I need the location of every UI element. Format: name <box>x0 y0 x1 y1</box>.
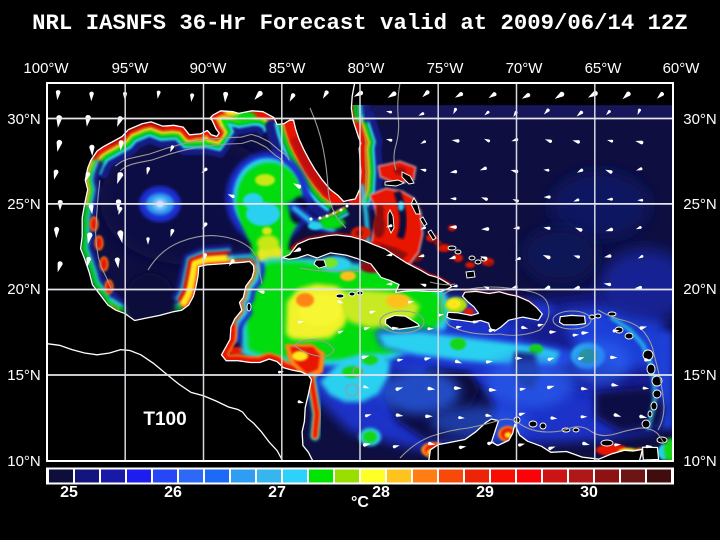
svg-text:29: 29 <box>476 484 494 501</box>
svg-text:75°W: 75°W <box>427 60 465 77</box>
svg-text:20°N: 20°N <box>683 281 717 298</box>
svg-text:100°W: 100°W <box>23 60 69 77</box>
svg-text:25°N: 25°N <box>7 196 41 213</box>
svg-text:85°W: 85°W <box>269 60 307 77</box>
svg-text:30°N: 30°N <box>683 111 717 128</box>
svg-text:27: 27 <box>268 484 286 501</box>
svg-text:10°N: 10°N <box>683 453 717 470</box>
svg-text:28: 28 <box>372 484 390 501</box>
svg-text:25: 25 <box>60 484 78 501</box>
svg-text:70°W: 70°W <box>506 60 544 77</box>
svg-text:30°N: 30°N <box>7 111 41 128</box>
svg-text:NRL IASNFS 36-Hr Forecast val: NRL IASNFS 36-Hr Forecast valid at 2009/… <box>32 10 688 36</box>
svg-text:26: 26 <box>164 484 182 501</box>
svg-text:30: 30 <box>580 484 598 501</box>
svg-text:T100: T100 <box>143 409 186 430</box>
svg-text:90°W: 90°W <box>190 60 228 77</box>
svg-text:95°W: 95°W <box>112 60 150 77</box>
svg-text:20°N: 20°N <box>7 281 41 298</box>
svg-text:°C: °C <box>351 494 369 511</box>
svg-text:10°N: 10°N <box>7 453 41 470</box>
svg-text:15°N: 15°N <box>683 367 717 384</box>
svg-text:15°N: 15°N <box>7 367 41 384</box>
svg-text:60°W: 60°W <box>663 60 701 77</box>
svg-text:65°W: 65°W <box>585 60 623 77</box>
svg-text:80°W: 80°W <box>348 60 386 77</box>
svg-text:25°N: 25°N <box>683 196 717 213</box>
